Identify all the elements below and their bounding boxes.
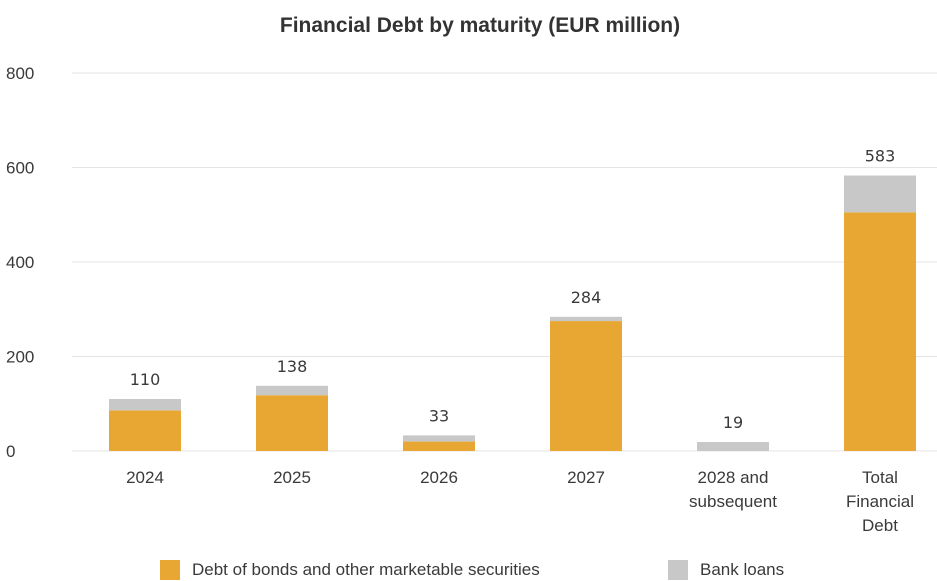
x-category-label: Total [862,468,898,487]
bar-bonds [403,441,475,451]
legend: Debt of bonds and other marketable secur… [0,560,937,581]
data-label-total: 19 [723,413,743,432]
data-labels: 110 138 33 284 19 583 [130,147,896,432]
bar-bonds [844,212,916,451]
x-category-label: Financial [846,492,914,511]
legend-swatch-bonds [160,560,180,580]
y-tick-label: 400 [6,253,34,272]
x-category-label: Debt [862,516,898,535]
gridlines [72,72,937,452]
y-tick-label: 0 [6,442,15,461]
bar-bonds [256,395,328,451]
y-axis-ticks: 0 200 400 600 800 [6,64,34,461]
y-tick-label: 200 [6,348,34,367]
bar-bonds [109,410,181,451]
data-label-total: 284 [571,288,602,307]
x-category-label: 2027 [567,468,605,487]
bar-bank-loans [256,385,328,396]
bar-bank-loans [697,442,769,451]
data-label-total: 138 [277,357,308,376]
legend-label-bonds: Debt of bonds and other marketable secur… [192,560,540,579]
x-category-label: 2024 [126,468,164,487]
legend-label-bank-loans: Bank loans [700,560,785,579]
bars [109,175,916,451]
data-label-total: 583 [865,147,896,166]
y-tick-label: 800 [6,64,34,83]
x-category-label: subsequent [689,492,777,511]
chart-title: Financial Debt by maturity (EUR million) [279,14,681,37]
legend-swatch-bank-loans [668,560,688,580]
bar-bank-loans [844,175,916,213]
bar-bank-loans [403,435,475,442]
legend-item-bonds[interactable]: Debt of bonds and other marketable secur… [160,560,540,580]
data-label-total: 110 [130,370,161,389]
y-tick-label: 600 [6,159,34,178]
x-category-label: 2025 [273,468,311,487]
x-axis-categories: 2024 2025 2026 2027 2028 and subsequent Total F… [126,468,914,535]
bar-bonds [550,321,622,451]
legend-item-bank-loans[interactable]: Bank loans [668,560,784,580]
bar-bank-loans [550,316,622,322]
bar-bank-loans [109,399,181,411]
x-category-label: 2026 [420,468,458,487]
data-label-total: 33 [429,406,449,425]
x-category-label: 2028 and [698,468,769,487]
